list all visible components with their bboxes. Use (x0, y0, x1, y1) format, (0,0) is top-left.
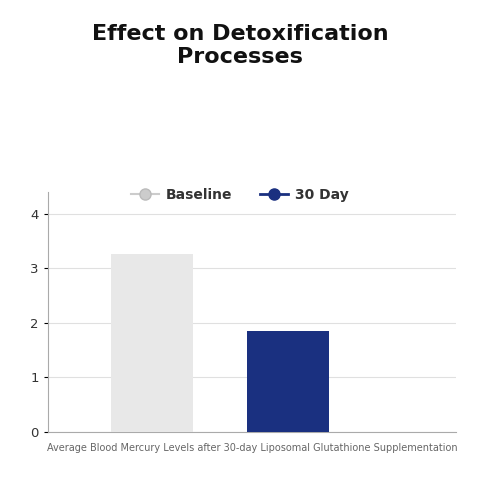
Bar (111, 253, 193, 432)
Legend: Baseline, 30 Day: Baseline, 30 Day (126, 182, 354, 207)
Text: Effect on Detoxification
Processes: Effect on Detoxification Processes (92, 24, 388, 67)
X-axis label: Average Blood Mercury Levels after 30-day Liposomal Glutathione Supplementation: Average Blood Mercury Levels after 30-da… (47, 443, 457, 453)
Bar (248, 331, 329, 432)
